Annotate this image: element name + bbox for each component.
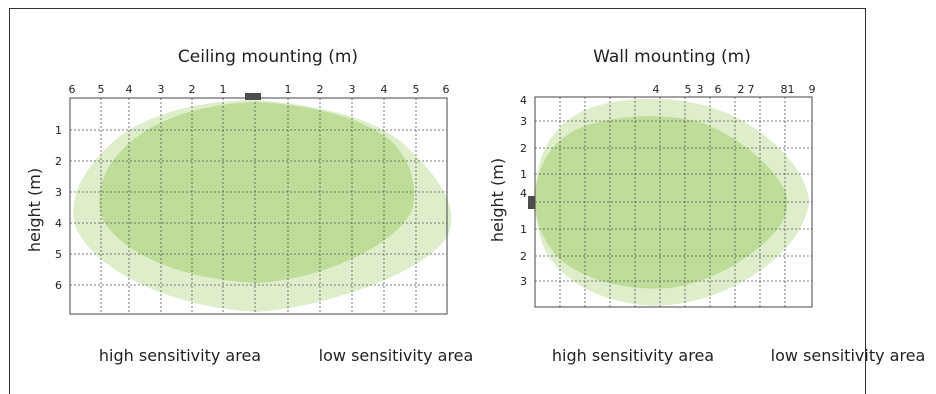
wall-y-tick: 1 [520, 168, 527, 181]
wall-high-sensitivity-area [535, 116, 788, 289]
ceiling-x-tick: 4 [381, 83, 388, 96]
wall-y-tick: 4 [520, 187, 527, 200]
ceiling-x-tick: 1 [285, 83, 292, 96]
ceiling-y-tick: 6 [55, 279, 62, 292]
ceiling-caption-high: high sensitivity area [99, 346, 261, 365]
ceiling-y-tick: 5 [55, 248, 62, 261]
ceiling-x-tick: 2 [317, 83, 324, 96]
ceiling-x-tick: 6 [69, 83, 76, 96]
wall-grid [535, 97, 812, 307]
ceiling-x-tick: 6 [443, 83, 450, 96]
ceiling-y-tick: 4 [55, 217, 62, 230]
wall-y-axis-label: height (m) [488, 158, 507, 242]
ceiling-high-sensitivity-area [99, 102, 415, 283]
wall-sensor-icon [528, 196, 535, 209]
ceiling-y-axis-label: height (m) [25, 168, 44, 252]
wall-y-tick: 3 [520, 115, 527, 128]
wall-y-tick: 4 [520, 94, 527, 107]
ceiling-x-tick: 5 [98, 83, 105, 96]
wall-y-tick: 1 [520, 223, 527, 236]
wall-x-tick: 4 [653, 83, 660, 96]
ceiling-x-tick: 4 [126, 83, 133, 96]
wall-x-tick: 8 [781, 83, 788, 96]
wall-y-tick: 2 [520, 250, 527, 263]
wall-x-tick: 1 [788, 83, 795, 96]
ceiling-y-tick: 2 [55, 155, 62, 168]
ceiling-x-tick: 2 [189, 83, 196, 96]
ceiling-x-tick: 1 [220, 83, 227, 96]
wall-y-tick: 2 [520, 142, 527, 155]
ceiling-x-tick: 5 [413, 83, 420, 96]
ceiling-x-tick: 3 [349, 83, 356, 96]
figure-frame [9, 8, 866, 394]
wall-y-tick: 3 [520, 275, 527, 288]
ceiling-y-tick: 1 [55, 124, 62, 137]
ceiling-grid [70, 98, 447, 314]
ceiling-y-tick: 3 [55, 186, 62, 199]
ceiling-x-tick: 3 [158, 83, 165, 96]
wall-x-tick: 3 [697, 83, 704, 96]
ceiling-panel: Ceiling mounting (m) [25, 47, 473, 365]
wall-caption-low: low sensitivity area [771, 346, 926, 365]
wall-x-tick: 5 [685, 83, 692, 96]
ceiling-caption-low: low sensitivity area [319, 346, 474, 365]
ceiling-sensor-icon [245, 93, 261, 100]
wall-panel: Wall mounting (m) [488, 47, 925, 365]
wall-x-tick: 6 [715, 83, 722, 96]
wall-title: Wall mounting (m) [593, 47, 751, 67]
wall-x-tick: 2 [738, 83, 745, 96]
ceiling-title: Ceiling mounting (m) [178, 47, 358, 67]
wall-caption-high: high sensitivity area [552, 346, 714, 365]
wall-x-tick: 9 [809, 83, 816, 96]
wall-x-tick: 7 [748, 83, 755, 96]
